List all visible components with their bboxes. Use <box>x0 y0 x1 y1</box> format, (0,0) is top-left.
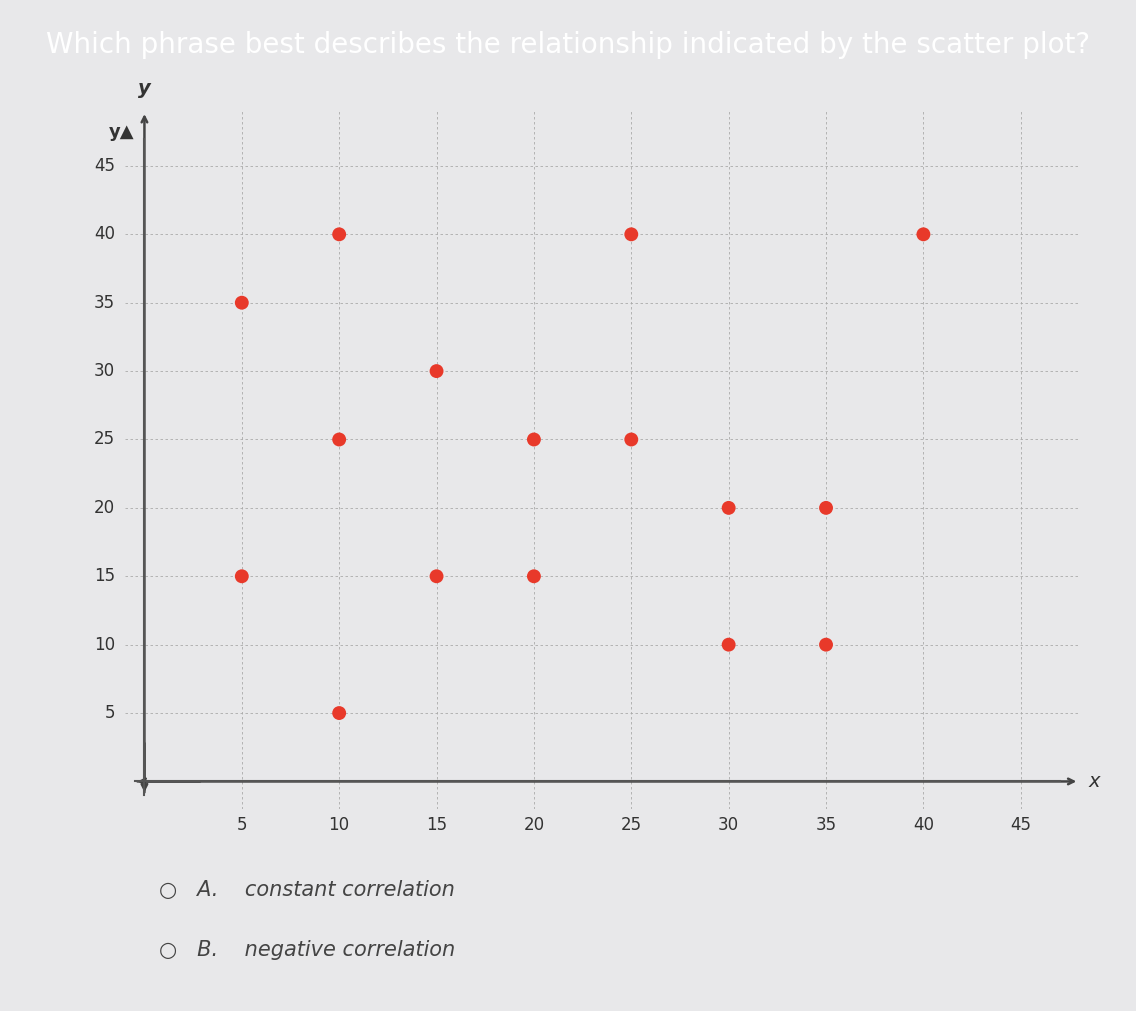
Text: 40: 40 <box>94 225 115 244</box>
Point <box>525 432 543 448</box>
Point <box>427 568 445 584</box>
Text: ○   A.    constant correlation: ○ A. constant correlation <box>159 880 454 900</box>
Point <box>623 226 641 243</box>
Point <box>719 499 737 516</box>
Text: x: x <box>1089 772 1101 791</box>
Point <box>525 568 543 584</box>
Point <box>817 637 835 653</box>
Point <box>427 363 445 379</box>
Point <box>233 294 251 310</box>
Text: 20: 20 <box>524 816 544 834</box>
Text: 5: 5 <box>236 816 247 834</box>
Text: y: y <box>139 79 151 97</box>
Text: y▲: y▲ <box>109 122 135 141</box>
Point <box>331 705 349 721</box>
Point <box>719 637 737 653</box>
Point <box>233 568 251 584</box>
Text: 25: 25 <box>94 431 115 449</box>
Text: Which phrase best describes the relationship indicated by the scatter plot?: Which phrase best describes the relation… <box>45 31 1091 60</box>
Text: 45: 45 <box>1010 816 1031 834</box>
Text: ○   B.    negative correlation: ○ B. negative correlation <box>159 940 456 960</box>
Text: 5: 5 <box>105 704 115 722</box>
Point <box>331 432 349 448</box>
Point <box>817 499 835 516</box>
Text: 40: 40 <box>913 816 934 834</box>
Text: 20: 20 <box>94 498 115 517</box>
Text: 15: 15 <box>426 816 448 834</box>
Text: 25: 25 <box>620 816 642 834</box>
Text: 35: 35 <box>94 294 115 311</box>
Point <box>914 226 933 243</box>
Text: 35: 35 <box>816 816 836 834</box>
Text: 10: 10 <box>94 636 115 654</box>
Point <box>331 226 349 243</box>
Text: 45: 45 <box>94 157 115 175</box>
Text: 30: 30 <box>94 362 115 380</box>
Text: 30: 30 <box>718 816 740 834</box>
Point <box>623 432 641 448</box>
Text: 10: 10 <box>328 816 350 834</box>
Text: 15: 15 <box>94 567 115 585</box>
